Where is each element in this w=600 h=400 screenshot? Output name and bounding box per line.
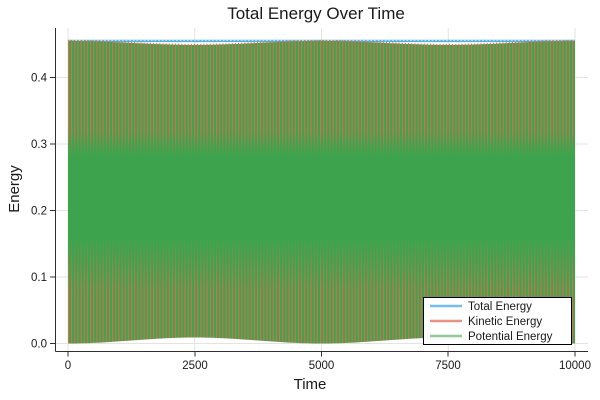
y-axis: 0.0 0.1 0.2 0.3 0.4 Energy: [6, 28, 56, 352]
legend: Total Energy Kinetic Energy Potential En…: [423, 297, 572, 345]
y-tick-label: 0.2: [31, 206, 47, 218]
x-axis-label: Time: [294, 376, 327, 393]
y-tick-label: 0.1: [31, 272, 47, 284]
x-tick-label: 10000: [559, 360, 591, 372]
x-tick-label: 2500: [182, 360, 208, 372]
x-tick-label: 5000: [309, 360, 335, 372]
chart-title: Total Energy Over Time: [227, 4, 405, 23]
x-tick-label: 0: [65, 360, 71, 372]
y-tick-label: 0.4: [31, 73, 48, 85]
legend-label-kinetic: Kinetic Energy: [468, 316, 542, 328]
series-layer: [68, 39, 575, 344]
legend-label-potential: Potential Energy: [468, 331, 553, 343]
x-axis: 0 2500 5000 7500 10000 Time: [55, 351, 591, 393]
y-axis-label: Energy: [6, 165, 23, 213]
x-tick-label: 7500: [435, 360, 461, 372]
y-tick-label: 0.3: [31, 139, 47, 151]
legend-label-total: Total Energy: [468, 301, 532, 313]
y-tick-label: 0.0: [31, 339, 47, 351]
